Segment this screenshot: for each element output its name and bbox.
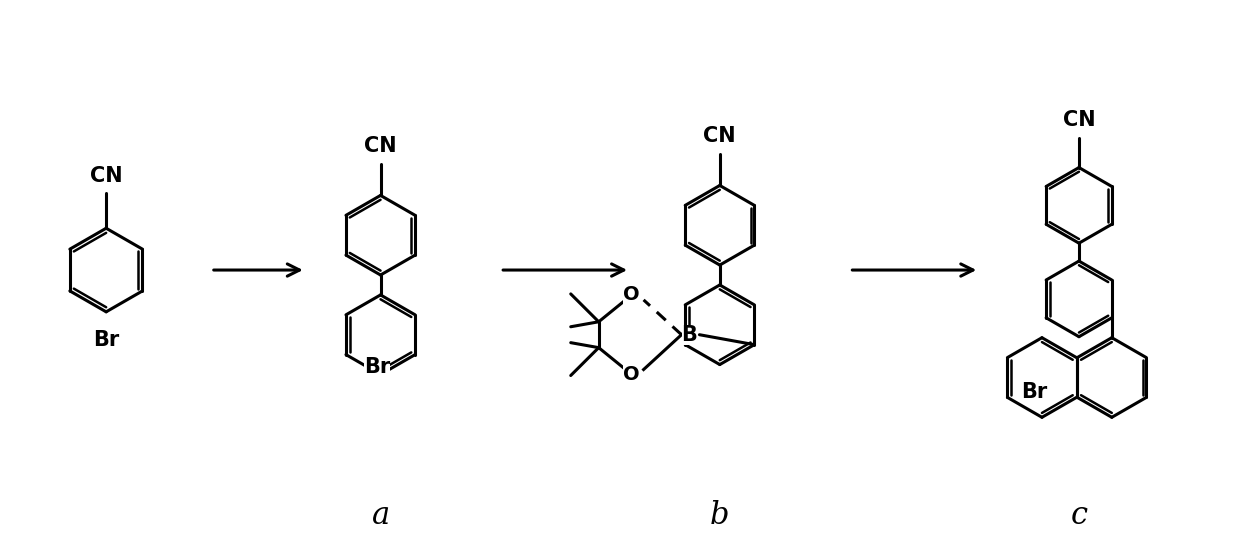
Text: CN: CN xyxy=(365,135,397,155)
Text: B: B xyxy=(682,325,697,345)
Text: Br: Br xyxy=(93,330,119,350)
Text: Br: Br xyxy=(1022,382,1048,402)
Text: O: O xyxy=(624,365,640,384)
Text: c: c xyxy=(1070,500,1087,531)
Text: a: a xyxy=(372,500,389,531)
Text: CN: CN xyxy=(1063,110,1095,130)
Text: O: O xyxy=(624,285,640,304)
Text: b: b xyxy=(711,500,729,531)
Text: CN: CN xyxy=(703,126,737,146)
Text: Br: Br xyxy=(365,356,391,376)
Text: CN: CN xyxy=(89,165,123,185)
